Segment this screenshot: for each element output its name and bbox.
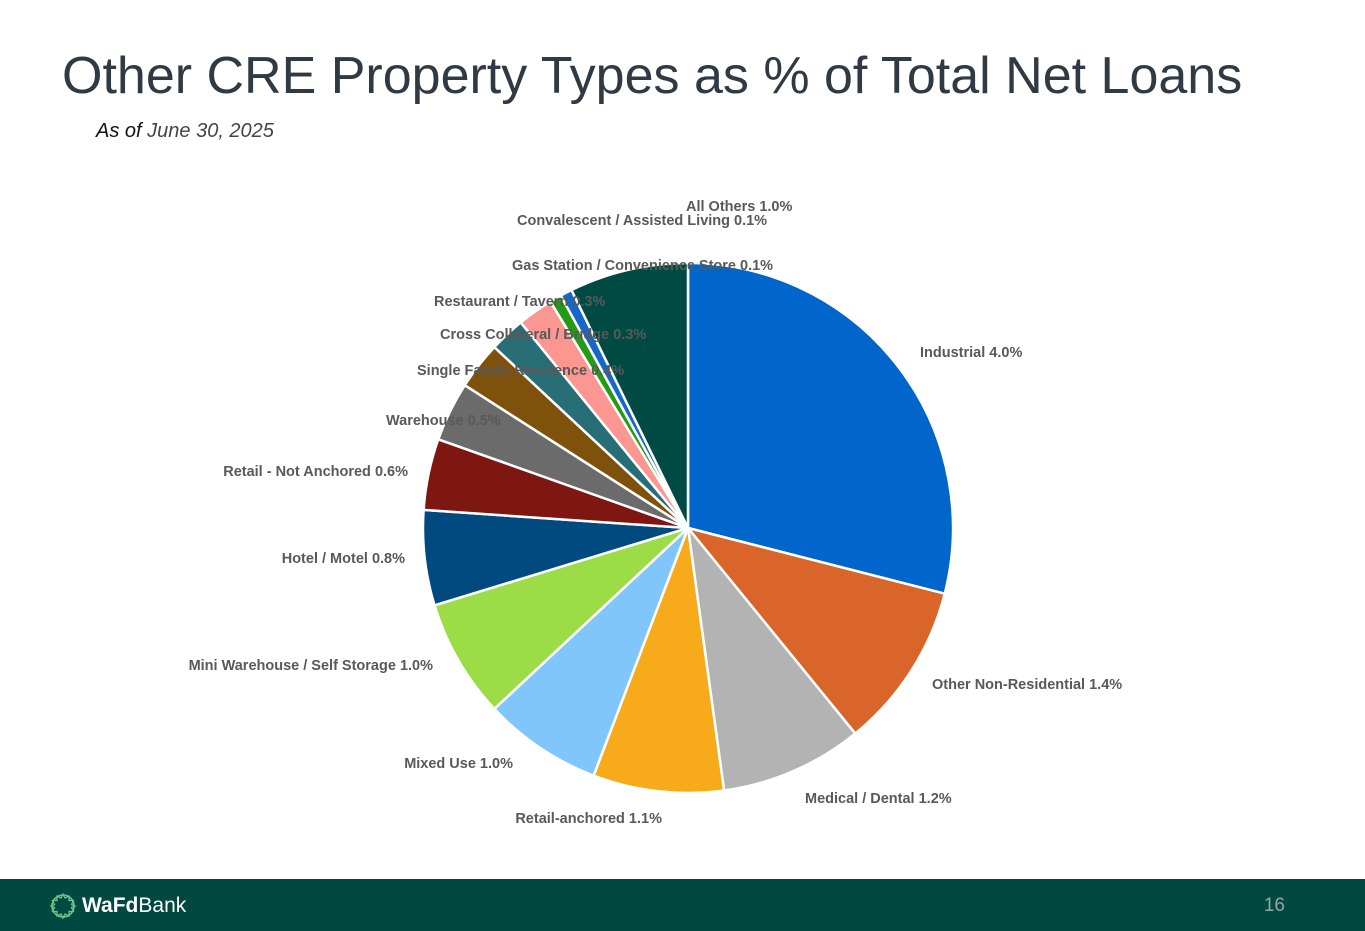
page-number: 16 [1263,895,1285,916]
subtitle-date: June 30, 2025 [147,120,274,142]
logo-text: WaFdBank [82,894,186,918]
footer-bar: WaFdBank 16 [0,879,1365,931]
pie-slice-medical-dental [686,526,857,792]
slice-label-mixed-use: Mixed Use 1.0% [404,756,513,772]
slice-label-convalescent-assisted-living: Convalescent / Assisted Living 0.1% [517,213,767,229]
slice-label-restaurant-tavern: Restaurant / Tavern 0.3% [434,294,605,310]
pie-slice-retail-anchored [592,526,726,795]
slice-label-industrial: Industrial 4.0% [920,345,1022,361]
pie-slice-mixed-use [493,526,690,777]
slice-label-gas-station-convenience-store: Gas Station / Convenience Store 0.1% [512,258,773,274]
slice-label-hotel-motel: Hotel / Motel 0.8% [282,551,405,567]
wafd-bank-logo: WaFdBank [48,891,186,921]
slice-label-retail-anchored: Retail-anchored 1.1% [515,811,662,827]
page-subtitle: As of June 30, 2025 [96,120,274,143]
slice-label-cross-collateral-bridge: Cross Collateral / Bridge 0.3% [440,327,646,343]
slice-labels: Industrial 4.0% Other Non-Residential 1.4… [189,199,1123,827]
pie-slice-mini-warehouse-self-storage [433,526,690,711]
subtitle-prefix: As of [96,120,142,142]
pie-slice-industrial [686,261,955,595]
slice-label-medical-dental: Medical / Dental 1.2% [805,791,952,807]
page-title: Other CRE Property Types as % of Total N… [62,47,1243,105]
wafd-logo-mark-icon [49,892,77,920]
logo-text-bold: WaFd [82,894,139,917]
slice-label-all-others: All Others 1.0% [686,199,792,215]
pie-chart: Industrial 4.0% Other Non-Residential 1.4… [189,199,1123,827]
slice-label-single-family-residence: Single Family Residence 0.4% [417,363,624,379]
logo-text-light: Bank [138,894,187,917]
slice-label-other-non-residential: Other Non-Residential 1.4% [932,677,1122,693]
pie-slices [421,261,955,795]
pie-slice-other-non-residential [686,526,946,735]
slice-label-retail-not-anchored: Retail - Not Anchored 0.6% [223,464,408,480]
pie-slice-all-others [570,261,690,530]
slice-label-warehouse: Warehouse 0.5% [386,413,501,429]
slice-label-mini-warehouse-self-storage: Mini Warehouse / Self Storage 1.0% [189,658,434,674]
